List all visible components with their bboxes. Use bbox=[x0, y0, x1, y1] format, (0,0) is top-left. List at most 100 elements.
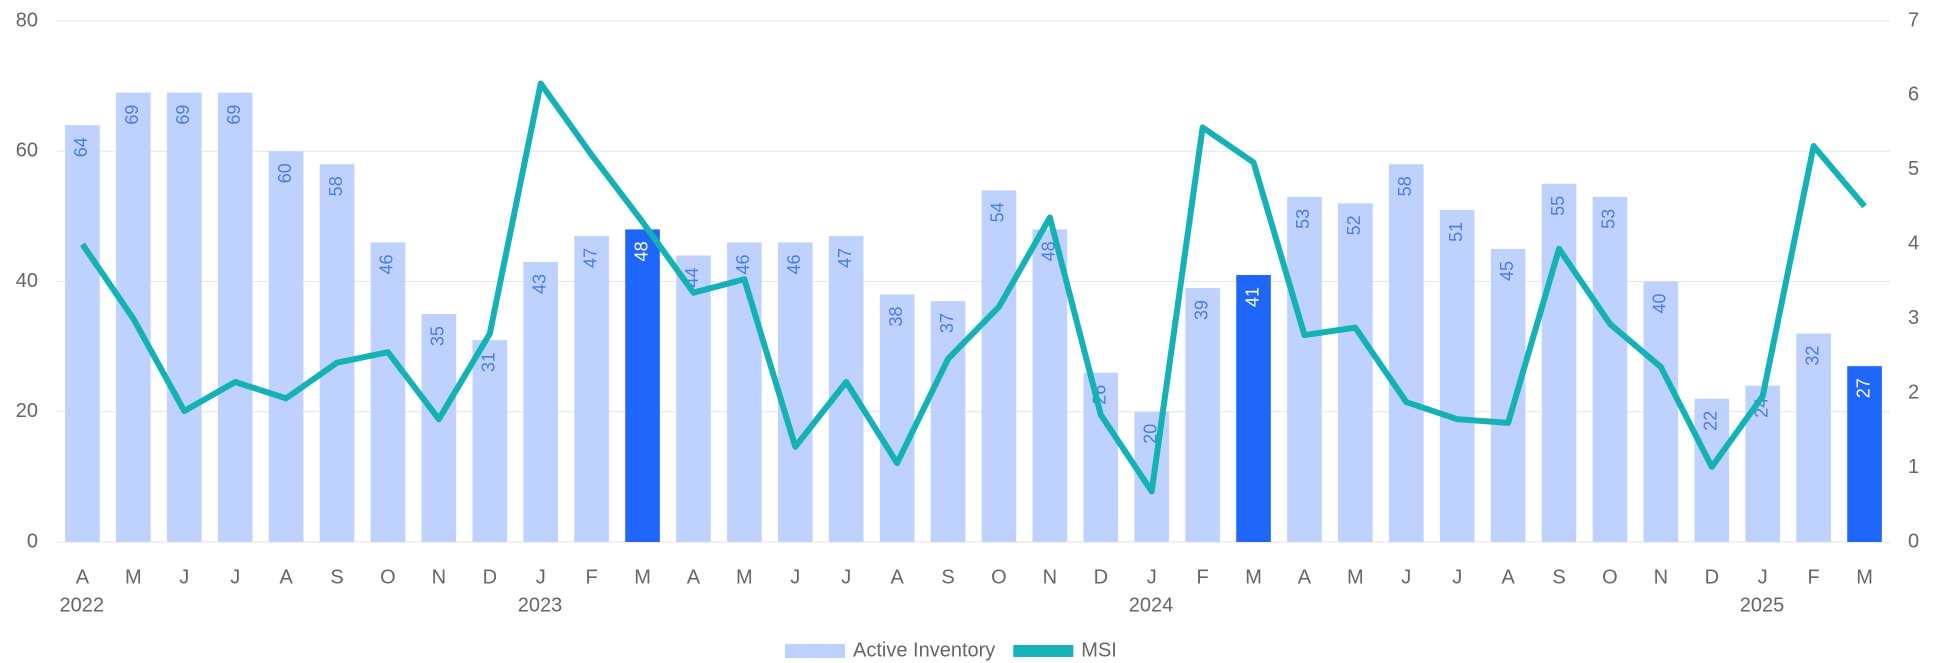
value-label: 69 bbox=[224, 105, 244, 125]
bar bbox=[1847, 366, 1882, 542]
x-tick-label: O bbox=[991, 566, 1007, 588]
x-tick-label: M bbox=[1347, 566, 1364, 588]
legend-label: MSI bbox=[1081, 639, 1117, 661]
value-label: 52 bbox=[1344, 215, 1364, 235]
x-tick-label: F bbox=[586, 566, 598, 588]
year-label: 2022 bbox=[60, 594, 105, 616]
value-label: 38 bbox=[886, 307, 906, 327]
x-tick-label: D bbox=[1094, 566, 1108, 588]
value-label: 31 bbox=[479, 352, 499, 372]
x-tick-label: O bbox=[380, 566, 396, 588]
legend-swatch bbox=[785, 644, 845, 658]
value-label: 69 bbox=[122, 105, 142, 125]
x-tick-label: J bbox=[179, 566, 189, 588]
y2-tick-label: 6 bbox=[1908, 84, 1919, 106]
x-tick-label: M bbox=[736, 566, 753, 588]
value-label: 48 bbox=[631, 241, 651, 261]
bar bbox=[625, 229, 660, 542]
y-tick-label: 20 bbox=[16, 400, 38, 422]
x-tick-label: N bbox=[432, 566, 446, 588]
x-tick-label: N bbox=[1043, 566, 1057, 588]
x-tick-label: A bbox=[890, 566, 904, 588]
bar bbox=[370, 242, 406, 543]
year-label: 2023 bbox=[518, 594, 563, 616]
grid bbox=[57, 20, 1890, 543]
bar bbox=[1185, 288, 1220, 542]
bar bbox=[1388, 164, 1424, 542]
value-label: 20 bbox=[1140, 424, 1160, 444]
year-label: 2025 bbox=[1740, 594, 1785, 616]
value-label: 60 bbox=[275, 163, 295, 183]
x-tick-label: J bbox=[536, 566, 546, 588]
bar bbox=[1287, 196, 1322, 542]
bar bbox=[166, 92, 202, 542]
value-label: 22 bbox=[1701, 411, 1721, 431]
value-label: 55 bbox=[1548, 196, 1568, 216]
x-tick-label: N bbox=[1654, 566, 1668, 588]
bar bbox=[1694, 398, 1730, 542]
value-label: 48 bbox=[1039, 241, 1059, 261]
x-tick-label: S bbox=[1552, 566, 1565, 588]
bar bbox=[1439, 209, 1475, 543]
value-label: 41 bbox=[1242, 287, 1262, 307]
value-label: 58 bbox=[326, 176, 346, 196]
x-tick-label: J bbox=[1147, 566, 1157, 588]
y2-tick-label: 4 bbox=[1908, 233, 1919, 255]
x-tick-label: O bbox=[1602, 566, 1618, 588]
value-label: 40 bbox=[1650, 294, 1670, 314]
bar bbox=[676, 255, 711, 542]
value-label: 37 bbox=[937, 313, 957, 333]
bar bbox=[930, 301, 966, 542]
year-label: 2024 bbox=[1129, 594, 1174, 616]
bar bbox=[981, 190, 1017, 542]
value-label: 43 bbox=[529, 274, 549, 294]
bar bbox=[268, 151, 304, 542]
bar bbox=[523, 261, 559, 542]
x-tick-label: S bbox=[941, 566, 954, 588]
x-tick-label: J bbox=[790, 566, 800, 588]
x-tick-label: J bbox=[230, 566, 240, 588]
y-tick-label: 60 bbox=[16, 140, 38, 162]
y2-tick-label: 2 bbox=[1908, 381, 1919, 403]
bar bbox=[319, 164, 355, 542]
x-tick-label: J bbox=[1758, 566, 1768, 588]
x-tick-label: M bbox=[1245, 566, 1262, 588]
value-label: 27 bbox=[1853, 378, 1873, 398]
y2-tick-label: 1 bbox=[1908, 456, 1919, 478]
bar bbox=[828, 235, 864, 542]
value-label: 32 bbox=[1802, 346, 1822, 366]
x-tick-label: A bbox=[1501, 566, 1515, 588]
y-tick-label: 0 bbox=[27, 530, 38, 552]
value-label: 46 bbox=[377, 254, 397, 274]
value-label: 53 bbox=[1293, 209, 1313, 229]
y-tick-label: 80 bbox=[16, 9, 38, 31]
bar bbox=[727, 242, 762, 543]
value-label: 39 bbox=[1191, 300, 1211, 320]
bar bbox=[1592, 196, 1628, 542]
x-tick-label: F bbox=[1808, 566, 1820, 588]
x-tick-label: S bbox=[330, 566, 343, 588]
y2-tick-label: 5 bbox=[1908, 158, 1919, 180]
bar bbox=[1032, 229, 1068, 542]
bar bbox=[1338, 203, 1373, 542]
value-label: 46 bbox=[733, 254, 753, 274]
x-tick-label: A bbox=[687, 566, 701, 588]
bar bbox=[777, 242, 813, 543]
line bbox=[79, 80, 1867, 495]
bar bbox=[1541, 183, 1577, 542]
x-tick-label: F bbox=[1197, 566, 1209, 588]
x-tick-label: A bbox=[1298, 566, 1312, 588]
bar bbox=[217, 92, 253, 542]
y2-tick-label: 0 bbox=[1908, 530, 1919, 552]
x-tick-label: A bbox=[76, 566, 90, 588]
bar bbox=[879, 294, 915, 542]
value-label: 35 bbox=[428, 326, 448, 346]
x-tick-label: J bbox=[841, 566, 851, 588]
x-tick-label: J bbox=[1401, 566, 1411, 588]
x-tick-label: D bbox=[483, 566, 497, 588]
bar bbox=[1490, 248, 1526, 542]
legend-swatch bbox=[1013, 645, 1074, 657]
x-tick-label: J bbox=[1452, 566, 1462, 588]
bar bbox=[1236, 274, 1271, 542]
